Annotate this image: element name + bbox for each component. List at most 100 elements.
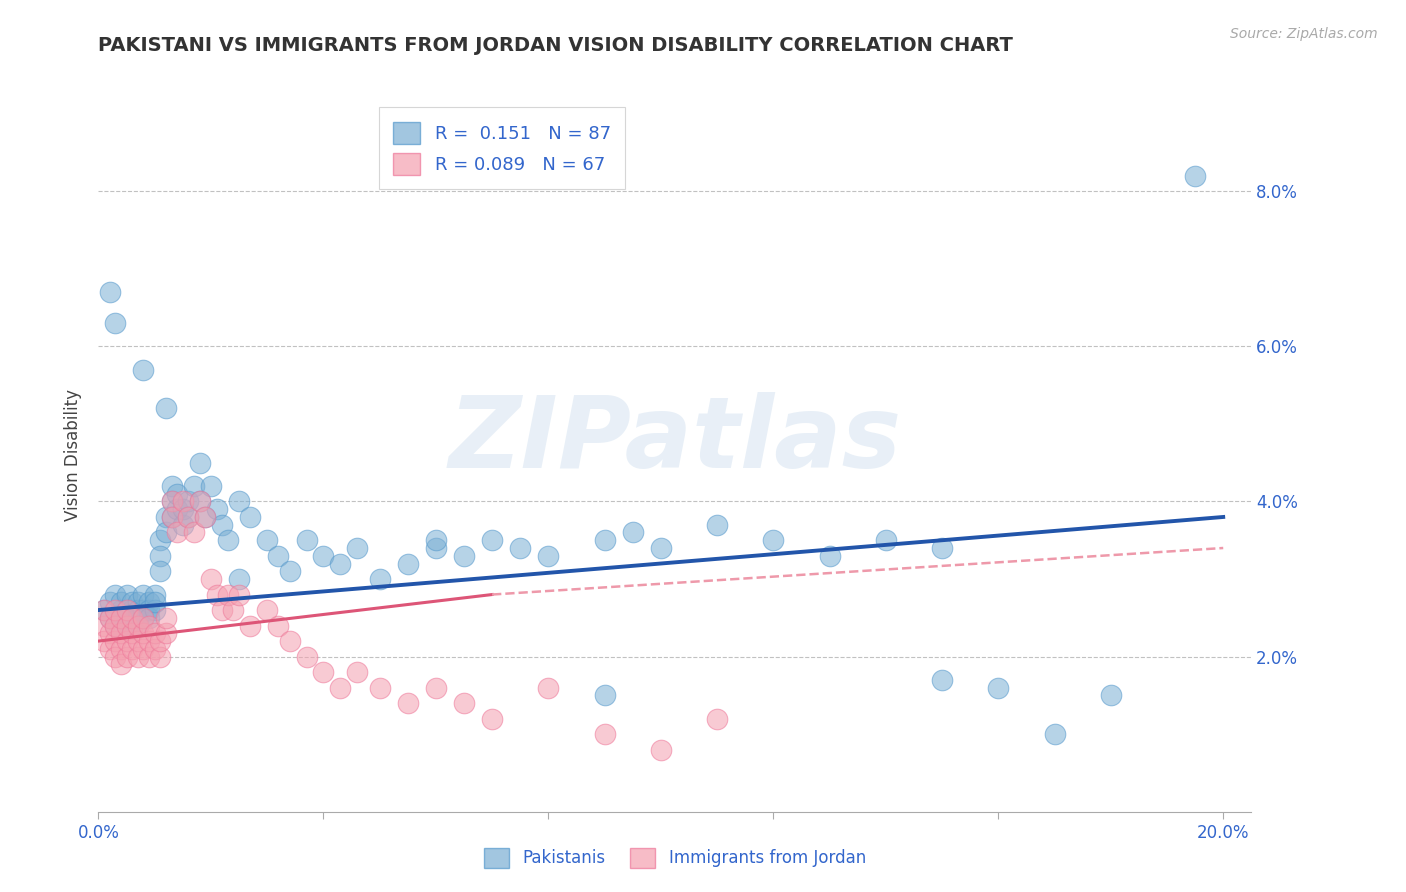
Point bbox=[115, 588, 138, 602]
Point bbox=[121, 595, 143, 609]
Point bbox=[127, 634, 149, 648]
Point bbox=[138, 649, 160, 664]
Point bbox=[132, 641, 155, 656]
Point bbox=[453, 696, 475, 710]
Point bbox=[121, 603, 143, 617]
Point bbox=[93, 634, 115, 648]
Point bbox=[110, 603, 132, 617]
Point bbox=[166, 525, 188, 540]
Point bbox=[239, 618, 262, 632]
Point bbox=[312, 549, 335, 563]
Point bbox=[98, 641, 121, 656]
Point bbox=[194, 510, 217, 524]
Point bbox=[143, 626, 166, 640]
Point bbox=[650, 541, 672, 555]
Point bbox=[425, 533, 447, 548]
Point bbox=[183, 479, 205, 493]
Point bbox=[121, 626, 143, 640]
Point bbox=[93, 603, 115, 617]
Point bbox=[132, 626, 155, 640]
Point bbox=[396, 557, 419, 571]
Point bbox=[183, 525, 205, 540]
Point bbox=[228, 588, 250, 602]
Point bbox=[149, 533, 172, 548]
Point bbox=[217, 588, 239, 602]
Point bbox=[650, 742, 672, 756]
Point bbox=[205, 502, 228, 516]
Point bbox=[267, 618, 290, 632]
Point bbox=[110, 611, 132, 625]
Point bbox=[188, 494, 211, 508]
Point bbox=[200, 572, 222, 586]
Text: ZIPatlas: ZIPatlas bbox=[449, 392, 901, 489]
Point bbox=[256, 603, 278, 617]
Point bbox=[115, 649, 138, 664]
Point bbox=[312, 665, 335, 679]
Point bbox=[368, 572, 391, 586]
Point bbox=[127, 618, 149, 632]
Point bbox=[121, 611, 143, 625]
Point bbox=[295, 649, 318, 664]
Point bbox=[987, 681, 1010, 695]
Point bbox=[143, 588, 166, 602]
Point bbox=[593, 727, 616, 741]
Point bbox=[160, 479, 183, 493]
Point bbox=[177, 510, 200, 524]
Point bbox=[278, 564, 301, 578]
Point bbox=[115, 603, 138, 617]
Point bbox=[115, 618, 138, 632]
Point bbox=[160, 494, 183, 508]
Point bbox=[115, 634, 138, 648]
Point bbox=[132, 611, 155, 625]
Point bbox=[138, 618, 160, 632]
Point bbox=[149, 549, 172, 563]
Point bbox=[188, 456, 211, 470]
Point bbox=[115, 611, 138, 625]
Point bbox=[104, 649, 127, 664]
Point bbox=[110, 657, 132, 672]
Point bbox=[875, 533, 897, 548]
Point bbox=[425, 541, 447, 555]
Point bbox=[155, 611, 177, 625]
Point bbox=[155, 510, 177, 524]
Point bbox=[278, 634, 301, 648]
Point bbox=[211, 517, 233, 532]
Point bbox=[217, 533, 239, 548]
Point bbox=[200, 479, 222, 493]
Point bbox=[706, 712, 728, 726]
Point bbox=[177, 494, 200, 508]
Point bbox=[104, 316, 127, 330]
Point bbox=[138, 611, 160, 625]
Point bbox=[166, 486, 188, 500]
Point bbox=[425, 681, 447, 695]
Point bbox=[481, 712, 503, 726]
Point bbox=[98, 611, 121, 625]
Point bbox=[931, 673, 953, 687]
Point bbox=[1043, 727, 1066, 741]
Point bbox=[149, 564, 172, 578]
Point bbox=[509, 541, 531, 555]
Point bbox=[132, 603, 155, 617]
Point bbox=[149, 649, 172, 664]
Point bbox=[127, 649, 149, 664]
Point bbox=[295, 533, 318, 548]
Point bbox=[98, 611, 121, 625]
Point bbox=[127, 595, 149, 609]
Point bbox=[481, 533, 503, 548]
Point bbox=[172, 517, 194, 532]
Point bbox=[329, 681, 352, 695]
Point bbox=[222, 603, 245, 617]
Point bbox=[1184, 169, 1206, 183]
Point bbox=[115, 618, 138, 632]
Point bbox=[818, 549, 841, 563]
Point bbox=[621, 525, 644, 540]
Point bbox=[205, 588, 228, 602]
Point bbox=[104, 634, 127, 648]
Point bbox=[1099, 689, 1122, 703]
Point bbox=[104, 618, 127, 632]
Point bbox=[166, 502, 188, 516]
Text: Source: ZipAtlas.com: Source: ZipAtlas.com bbox=[1230, 27, 1378, 41]
Point bbox=[172, 502, 194, 516]
Point bbox=[127, 611, 149, 625]
Point bbox=[593, 533, 616, 548]
